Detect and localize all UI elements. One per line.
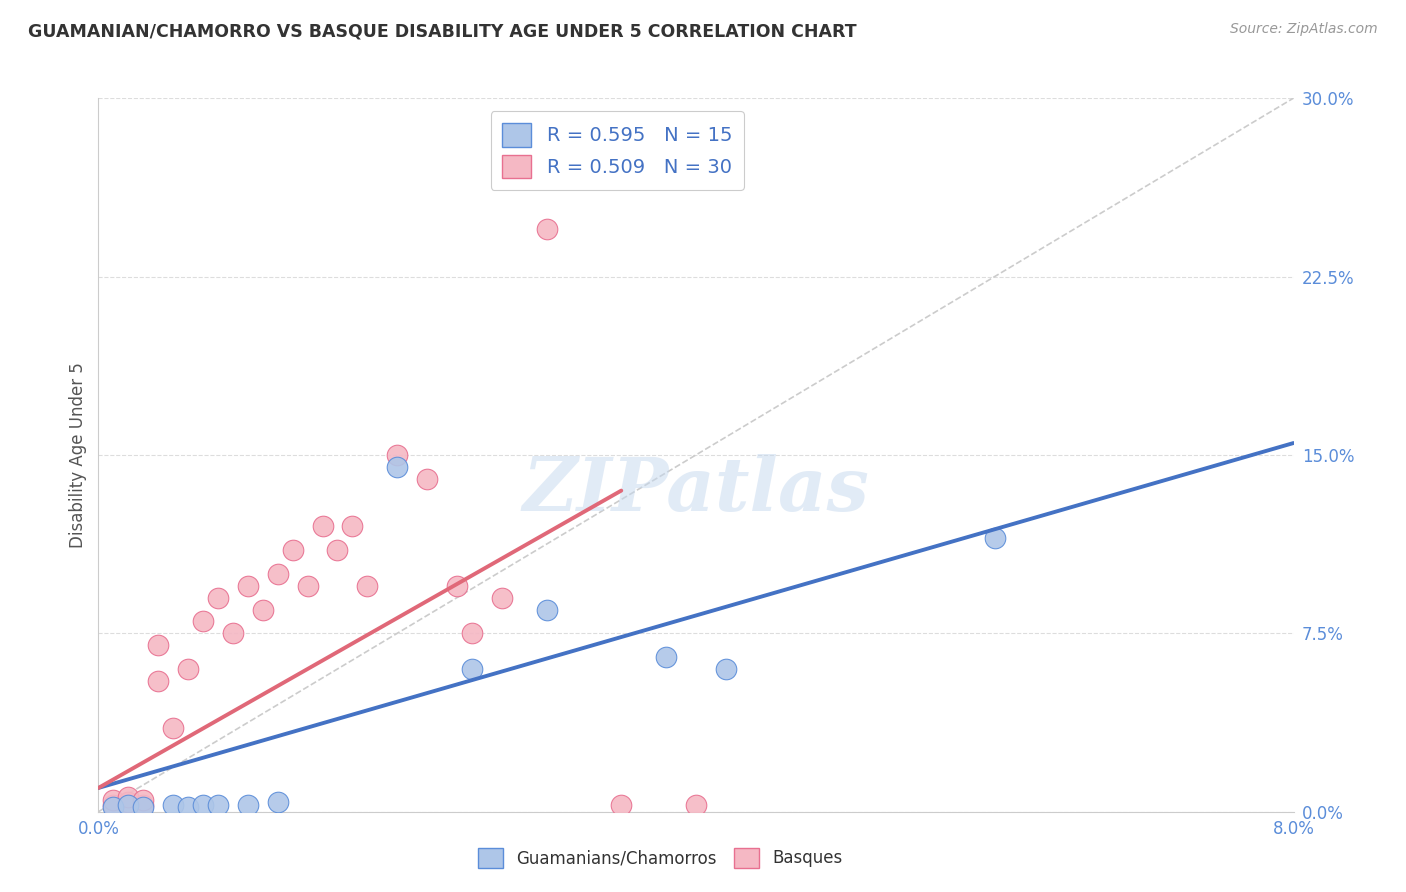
Point bbox=[685, 797, 707, 812]
Point bbox=[267, 795, 290, 809]
Point bbox=[148, 673, 170, 688]
Point bbox=[191, 797, 214, 812]
Point bbox=[132, 800, 155, 814]
Point bbox=[461, 626, 484, 640]
Point bbox=[252, 602, 274, 616]
Text: Source: ZipAtlas.com: Source: ZipAtlas.com bbox=[1230, 22, 1378, 37]
Point bbox=[311, 519, 333, 533]
Text: ZIPatlas: ZIPatlas bbox=[523, 454, 869, 527]
Point bbox=[385, 448, 409, 462]
Point bbox=[446, 579, 468, 593]
Point bbox=[177, 662, 200, 676]
Point bbox=[356, 579, 378, 593]
Point bbox=[536, 602, 558, 616]
Point bbox=[148, 638, 170, 652]
Point bbox=[162, 797, 184, 812]
Text: GUAMANIAN/CHAMORRO VS BASQUE DISABILITY AGE UNDER 5 CORRELATION CHART: GUAMANIAN/CHAMORRO VS BASQUE DISABILITY … bbox=[28, 22, 856, 40]
Legend: Guamanians/Chamorros, Basques: Guamanians/Chamorros, Basques bbox=[471, 841, 849, 875]
Point bbox=[177, 800, 200, 814]
Point bbox=[491, 591, 513, 605]
Point bbox=[103, 797, 125, 812]
Point bbox=[281, 543, 304, 558]
Point bbox=[714, 662, 737, 676]
Point bbox=[416, 472, 439, 486]
Point bbox=[222, 626, 245, 640]
Point bbox=[117, 797, 139, 812]
Point bbox=[385, 459, 409, 474]
Point bbox=[342, 519, 364, 533]
Point bbox=[103, 800, 125, 814]
Point bbox=[461, 662, 484, 676]
Point bbox=[117, 790, 139, 805]
Point bbox=[267, 566, 290, 581]
Point bbox=[236, 797, 259, 812]
Point bbox=[132, 797, 155, 812]
Point bbox=[207, 591, 229, 605]
Point bbox=[536, 222, 558, 236]
Y-axis label: Disability Age Under 5: Disability Age Under 5 bbox=[69, 362, 87, 548]
Point bbox=[236, 579, 259, 593]
Point bbox=[191, 615, 214, 629]
Point bbox=[983, 531, 1005, 545]
Point bbox=[326, 543, 349, 558]
Point bbox=[103, 793, 125, 807]
Point bbox=[655, 650, 678, 665]
Point bbox=[117, 795, 139, 809]
Point bbox=[207, 797, 229, 812]
Point bbox=[162, 722, 184, 736]
Point bbox=[132, 793, 155, 807]
Point bbox=[297, 579, 319, 593]
Point bbox=[610, 797, 633, 812]
